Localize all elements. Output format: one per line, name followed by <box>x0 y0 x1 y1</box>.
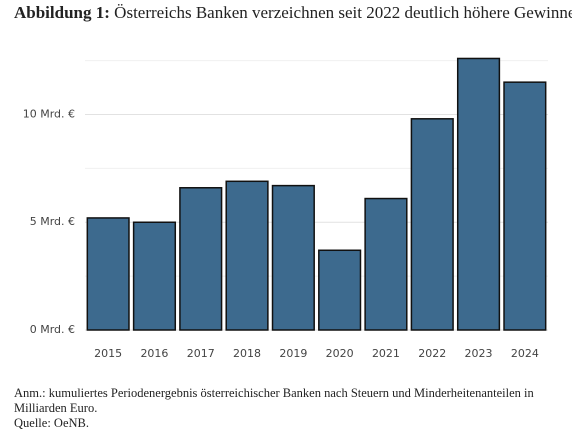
bar <box>179 187 223 331</box>
source: Quelle: OeNB. <box>14 416 89 430</box>
bar <box>503 81 547 331</box>
bar <box>86 217 130 331</box>
y-tick-label: 0 Mrd. € <box>30 323 75 336</box>
y-tick-label: 5 Mrd. € <box>30 215 75 228</box>
x-tick-label: 2020 <box>326 347 354 360</box>
bar <box>364 197 408 331</box>
bar <box>225 180 269 331</box>
chart: Abbildung 1: Österreichs Banken verzeich… <box>14 3 572 360</box>
y-tick-label: 10 Mrd. € <box>23 107 75 120</box>
x-tick-label: 2021 <box>372 347 400 360</box>
x-tick-label: 2019 <box>279 347 307 360</box>
bar <box>318 249 362 331</box>
bar <box>456 57 501 331</box>
title-prefix: Abbildung 1: <box>14 3 110 22</box>
x-tick-label: 2022 <box>418 347 446 360</box>
x-tick-label: 2017 <box>187 347 215 360</box>
notes: Anm.: kumuliertes Periodenergebnis öster… <box>14 386 564 431</box>
x-tick-label: 2015 <box>94 347 122 360</box>
chart-title: Abbildung 1: Österreichs Banken verzeich… <box>14 3 572 22</box>
x-tick-label: 2016 <box>140 347 168 360</box>
x-tick-label: 2018 <box>233 347 261 360</box>
bar <box>132 221 177 331</box>
bar <box>410 118 454 331</box>
x-tick-label: 2023 <box>465 347 493 360</box>
x-tick-label: 2024 <box>511 347 539 360</box>
title-text: Österreichs Banken verzeichnen seit 2022… <box>114 3 572 22</box>
note: Anm.: kumuliertes Periodenergebnis öster… <box>14 386 534 415</box>
bar <box>271 184 315 331</box>
